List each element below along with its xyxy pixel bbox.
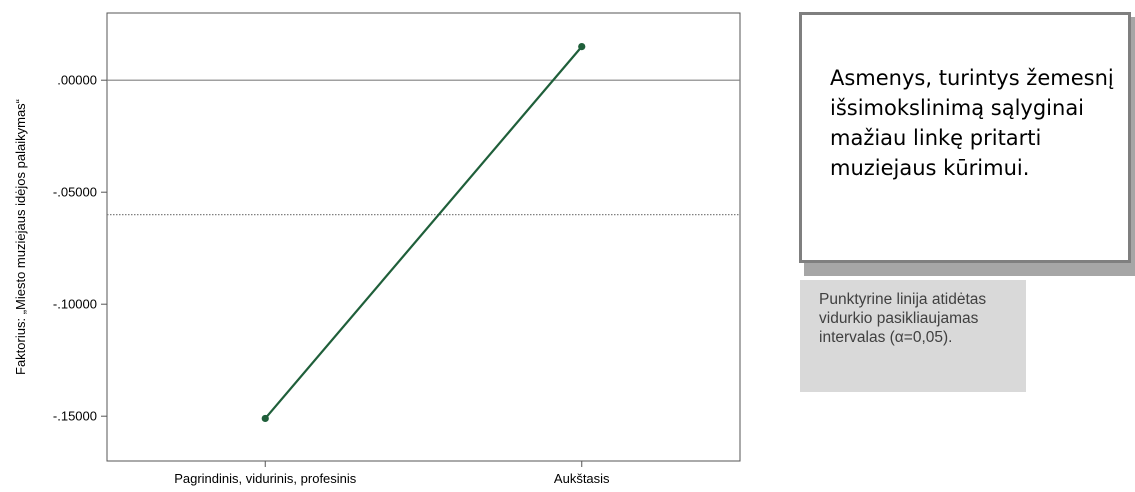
x-tick-label: Aukštasis — [554, 471, 610, 486]
line-chart: .00000 -.05000 -.10000 -.15000 Pagrindinis,… — [13, 12, 741, 486]
y-tick-label: -.15000 — [53, 409, 97, 424]
note-text: Punktyrine linija atidėtas vidurkio pasi… — [819, 291, 987, 346]
x-axis: Pagrindinis, vidurinis, profesinis Aukšta… — [174, 461, 610, 486]
callout-panel: Asmenys, turintys žemesnį išsimokslinimą… — [799, 12, 1131, 263]
series-line — [264, 45, 583, 420]
reference-lines — [107, 79, 740, 216]
series — [261, 43, 586, 423]
callout-box: Asmenys, turintys žemesnį išsimokslinimą… — [799, 12, 1135, 276]
callout-text: Asmenys, turintys žemesnį išsimokslinimą… — [830, 66, 1114, 180]
y-axis-title: Faktorius: „Miesto muziejaus idėjos pala… — [13, 99, 28, 375]
data-point — [578, 43, 586, 51]
confidence-interval-note: Punktyrine linija atidėtas vidurkio pasi… — [800, 280, 1026, 392]
plot-frame — [106, 12, 741, 462]
y-tick-label: -.05000 — [53, 185, 97, 200]
x-tick-label: Pagrindinis, vidurinis, profesinis — [174, 471, 357, 486]
data-point — [261, 414, 269, 423]
y-tick-label: -.10000 — [53, 297, 97, 312]
y-axis: .00000 -.05000 -.10000 -.15000 — [53, 73, 107, 424]
y-tick-label: .00000 — [57, 73, 97, 88]
